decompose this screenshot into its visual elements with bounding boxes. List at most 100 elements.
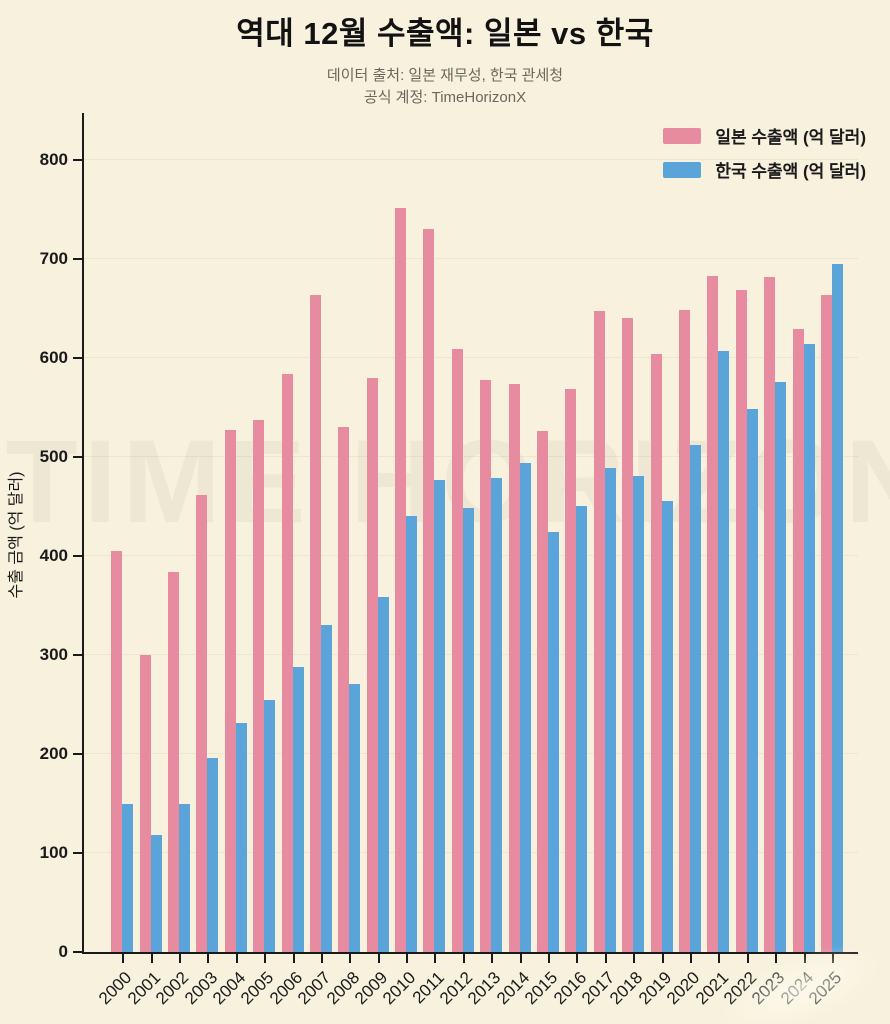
bar-group-2009: 2009 — [351, 113, 392, 1008]
bar-korea-2018 — [633, 476, 645, 952]
bar-korea-2010 — [406, 516, 418, 952]
bar-group-2003: 2003 — [181, 113, 221, 1008]
x-tick-2018 — [633, 954, 636, 963]
bar-korea-2011 — [434, 480, 446, 952]
bar-korea-2023 — [775, 382, 787, 952]
bar-group-2015: 2015 — [521, 113, 562, 1008]
bar-japan-2019 — [650, 354, 662, 952]
bar-japan-2013 — [480, 380, 492, 952]
bar-japan-2023 — [764, 277, 776, 952]
plot-area: TIME HORIZON 2000 2001 2002 2003 2004 2005 200… — [6, 113, 890, 1024]
bar-korea-2009 — [377, 597, 389, 952]
bar-group-2019: 2019 — [635, 113, 675, 1008]
x-tick-2025 — [831, 954, 834, 963]
bar-japan-2018 — [622, 318, 634, 952]
bar-japan-2009 — [366, 378, 378, 952]
x-tick-2002 — [178, 954, 181, 963]
x-tick-2017 — [604, 954, 607, 963]
bar-group-2024: 2024 — [777, 113, 817, 1008]
legend-row-japan: 일본 수출액 (억 달러) — [663, 123, 866, 148]
bar-korea-2015 — [548, 532, 560, 952]
bar-korea-2004 — [235, 723, 247, 952]
x-tick-2023 — [775, 954, 778, 963]
bar-korea-2020 — [690, 445, 701, 952]
bar-group-2002: 2002 — [152, 113, 193, 1008]
x-tick-2014 — [519, 954, 522, 963]
y-tick-label-100: 100 — [39, 843, 68, 862]
bar-group-2001: 2001 — [124, 113, 164, 1008]
bar-japan-2011 — [423, 229, 435, 952]
bar-group-2008: 2008 — [323, 113, 363, 1008]
bar-korea-2019 — [661, 501, 673, 952]
bar-korea-2003 — [207, 758, 219, 952]
x-tick-2013 — [491, 954, 494, 963]
y-tick-800 — [73, 159, 82, 161]
bar-group-2020: 2020 — [663, 113, 704, 1008]
x-tick-2001 — [150, 954, 153, 963]
bar-korea-2000 — [122, 804, 134, 952]
x-tick-2010 — [406, 954, 409, 963]
y-tick-400 — [73, 555, 82, 557]
bar-groups: 2000 2001 2002 2003 2004 2005 2006 2007 2008 2009… — [84, 113, 858, 1008]
bar-korea-2005 — [264, 700, 276, 952]
bar-group-2007: 2007 — [294, 113, 335, 1008]
y-axis-title: 수출 금액 (억 달러) — [8, 471, 25, 599]
bar-japan-2022 — [735, 290, 747, 952]
bar-group-2000: 2000 — [95, 113, 136, 1008]
bar-japan-2000 — [111, 551, 123, 952]
x-tick-2004 — [235, 954, 238, 963]
x-tick-2007 — [320, 954, 323, 963]
chart-title: 역대 12월 수출액: 일본 vs 한국 — [236, 16, 654, 51]
bar-group-2004: 2004 — [209, 113, 250, 1008]
legend-swatch-korea — [663, 161, 702, 178]
bar-japan-2003 — [196, 495, 208, 952]
bar-japan-2025 — [820, 295, 832, 952]
bar-group-2022: 2022 — [720, 113, 761, 1008]
x-tick-2012 — [462, 954, 465, 963]
y-tick-label-500: 500 — [39, 447, 68, 466]
bar-japan-2020 — [679, 310, 690, 952]
bar-korea-2016 — [576, 506, 588, 952]
bar-japan-2002 — [167, 572, 179, 952]
bar-korea-2021 — [718, 351, 730, 952]
y-tick-700 — [73, 258, 82, 260]
bar-group-2014: 2014 — [493, 113, 533, 1008]
y-tick-label-400: 400 — [39, 546, 68, 565]
bar-japan-2010 — [395, 208, 407, 952]
bar-korea-2008 — [349, 684, 361, 952]
legend-swatch-japan — [663, 127, 702, 144]
x-tick-2011 — [434, 954, 437, 963]
bar-korea-2007 — [320, 625, 332, 952]
x-tick-2021 — [718, 954, 721, 963]
bar-korea-2006 — [292, 667, 304, 952]
x-tick-2009 — [377, 954, 380, 963]
bar-korea-2024 — [803, 344, 815, 952]
x-tick-2020 — [690, 954, 692, 963]
bar-japan-2014 — [508, 384, 520, 952]
y-tick-100 — [73, 852, 82, 854]
bar-japan-2017 — [593, 311, 605, 952]
y-tick-300 — [73, 654, 82, 656]
x-tick-2024 — [803, 954, 806, 963]
x-tick-2000 — [122, 954, 125, 963]
bar-group-2012: 2012 — [436, 113, 477, 1008]
bar-japan-2012 — [451, 349, 463, 952]
legend-label-japan: 일본 수출액 (억 달러) — [715, 128, 866, 147]
legend: 일본 수출액 (억 달러) 한국 수출액 (억 달러) — [663, 123, 866, 182]
gridline-500 — [84, 456, 858, 457]
y-tick-label-700: 700 — [39, 249, 68, 268]
bar-japan-2016 — [565, 389, 577, 952]
bar-group-2011: 2011 — [409, 113, 448, 1007]
legend-row-korea: 한국 수출액 (억 달러) — [663, 157, 866, 182]
bar-japan-2006 — [281, 374, 293, 952]
bar-group-2017: 2017 — [578, 113, 619, 1008]
bar-group-2023: 2023 — [748, 113, 789, 1008]
bar-group-2010: 2010 — [379, 113, 420, 1008]
x-tick-2003 — [207, 954, 210, 963]
bar-japan-2001 — [139, 655, 151, 952]
y-tick-label-0: 0 — [58, 942, 68, 961]
chart-subtitle-source: 데이터 출처: 일본 재무성, 한국 관세청 — [326, 67, 564, 84]
bar-korea-2014 — [519, 463, 531, 952]
bar-group-2021: 2021 — [692, 113, 732, 1008]
bar-japan-2015 — [537, 431, 549, 952]
